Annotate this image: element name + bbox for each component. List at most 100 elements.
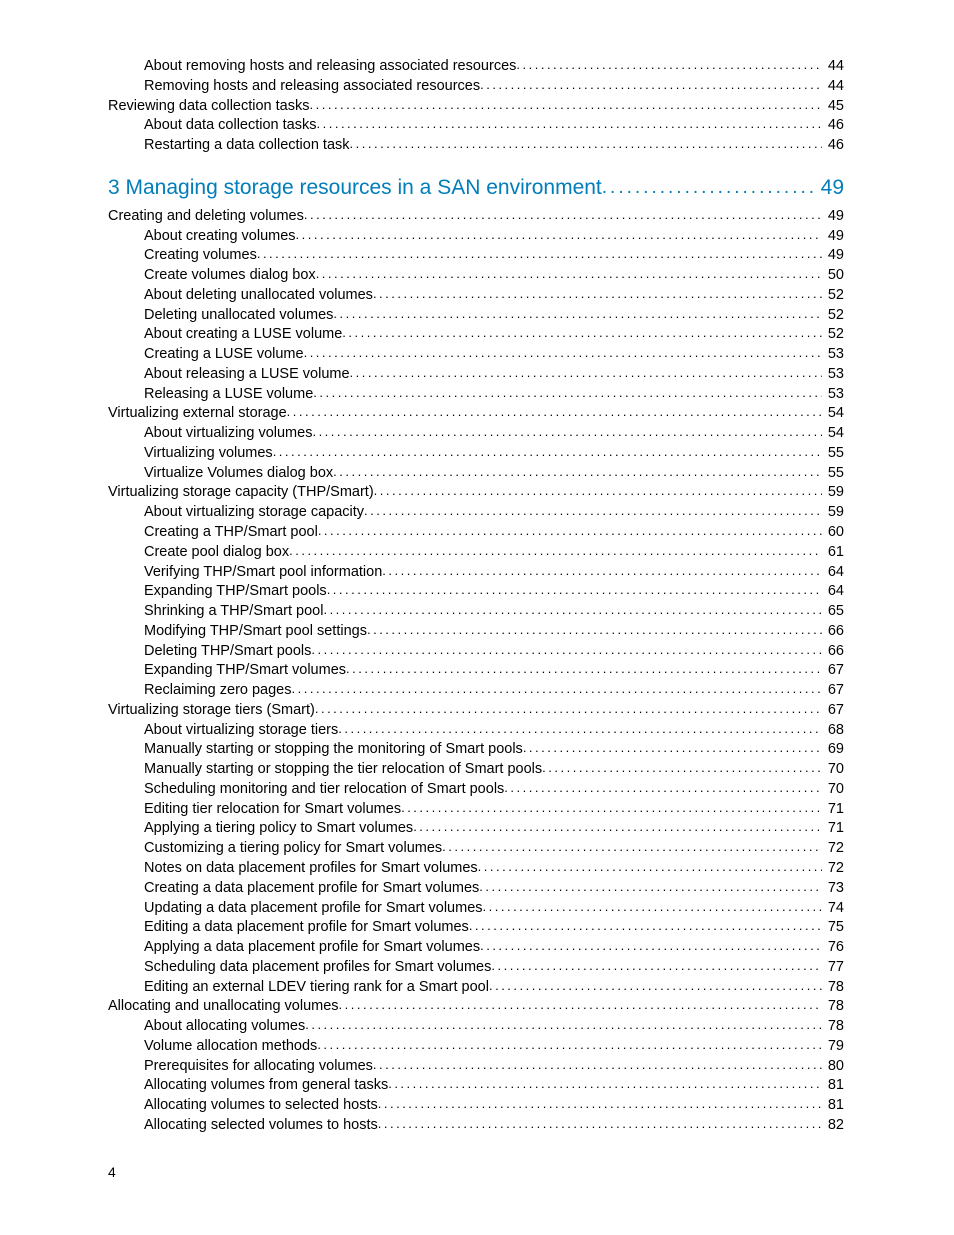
toc-entry[interactable]: Creating a LUSE volume 53	[108, 346, 844, 363]
toc-chapter-heading[interactable]: 3 Managing storage resources in a SAN en…	[108, 176, 844, 200]
toc-leader	[367, 623, 822, 638]
toc-entry[interactable]: Reclaiming zero pages 67	[108, 682, 844, 699]
toc-entry-page: 73	[822, 880, 844, 897]
toc-entry[interactable]: Verifying THP/Smart pool information 64	[108, 564, 844, 581]
toc-entry[interactable]: Applying a tiering policy to Smart volum…	[108, 820, 844, 837]
toc-container: About removing hosts and releasing assoc…	[108, 58, 844, 1134]
toc-entry-label: Deleting unallocated volumes	[144, 307, 333, 324]
toc-leader	[516, 58, 821, 73]
toc-entry[interactable]: About creating a LUSE volume 52	[108, 326, 844, 343]
toc-entry-label: Allocating volumes to selected hosts	[144, 1097, 378, 1114]
toc-entry[interactable]: Create pool dialog box 61	[108, 544, 844, 561]
toc-entry[interactable]: Updating a data placement profile for Sm…	[108, 900, 844, 917]
toc-entry[interactable]: About virtualizing volumes 54	[108, 425, 844, 442]
toc-entry-page: 71	[822, 820, 844, 837]
toc-entry[interactable]: Editing an external LDEV tiering rank fo…	[108, 979, 844, 996]
toc-entry[interactable]: Virtualizing storage capacity (THP/Smart…	[108, 484, 844, 501]
toc-entry[interactable]: Shrinking a THP/Smart pool 65	[108, 603, 844, 620]
toc-entry[interactable]: Customizing a tiering policy for Smart v…	[108, 840, 844, 857]
toc-entry-label: Reviewing data collection tasks	[108, 98, 310, 115]
toc-entry-label: About allocating volumes	[144, 1018, 305, 1035]
toc-entry[interactable]: Creating volumes 49	[108, 247, 844, 264]
toc-leader	[373, 287, 822, 302]
toc-entry-page: 61	[822, 544, 844, 561]
toc-entry-page: 79	[822, 1038, 844, 1055]
toc-leader	[602, 177, 813, 199]
toc-entry[interactable]: Deleting unallocated volumes 52	[108, 307, 844, 324]
toc-entry-label: Applying a tiering policy to Smart volum…	[144, 820, 413, 837]
toc-entry[interactable]: Applying a data placement profile for Sm…	[108, 939, 844, 956]
toc-entry-label: Allocating selected volumes to hosts	[144, 1117, 378, 1134]
toc-entry-page: 72	[822, 840, 844, 857]
toc-entry[interactable]: Releasing a LUSE volume 53	[108, 386, 844, 403]
toc-entry[interactable]: Volume allocation methods 79	[108, 1038, 844, 1055]
toc-leader	[305, 1018, 822, 1033]
toc-entry-label: Restarting a data collection task	[144, 137, 350, 154]
toc-entry-label: About virtualizing volumes	[144, 425, 312, 442]
toc-entry[interactable]: Modifying THP/Smart pool settings 66	[108, 623, 844, 640]
toc-entry-label: About deleting unallocated volumes	[144, 287, 373, 304]
toc-entry[interactable]: About creating volumes 49	[108, 228, 844, 245]
toc-entry-label: Reclaiming zero pages	[144, 682, 292, 699]
toc-entry[interactable]: About allocating volumes 78	[108, 1018, 844, 1035]
toc-leader	[296, 228, 822, 243]
toc-entry-label: Create volumes dialog box	[144, 267, 316, 284]
toc-entry-label: Verifying THP/Smart pool information	[144, 564, 382, 581]
toc-entry-label: Deleting THP/Smart pools	[144, 643, 311, 660]
toc-entry-label: Prerequisites for allocating volumes	[144, 1058, 373, 1075]
toc-entry[interactable]: Scheduling monitoring and tier relocatio…	[108, 781, 844, 798]
toc-leader	[312, 425, 821, 440]
toc-entry[interactable]: Creating and deleting volumes 49	[108, 208, 844, 225]
toc-leader	[315, 702, 822, 717]
toc-entry-label: About creating volumes	[144, 228, 296, 245]
toc-entry[interactable]: Virtualizing external storage 54	[108, 405, 844, 422]
toc-entry[interactable]: Removing hosts and releasing associated …	[108, 78, 844, 95]
toc-entry-page: 67	[822, 682, 844, 699]
toc-leader	[273, 445, 822, 460]
toc-entry[interactable]: Scheduling data placement profiles for S…	[108, 959, 844, 976]
toc-entry-page: 64	[822, 564, 844, 581]
toc-entry[interactable]: Restarting a data collection task 46	[108, 137, 844, 154]
toc-entry[interactable]: Prerequisites for allocating volumes 80	[108, 1058, 844, 1075]
toc-entry[interactable]: Creating a THP/Smart pool 60	[108, 524, 844, 541]
toc-entry[interactable]: Allocating volumes to selected hosts 81	[108, 1097, 844, 1114]
toc-entry[interactable]: Manually starting or stopping the monito…	[108, 741, 844, 758]
toc-entry[interactable]: Virtualizing storage tiers (Smart) 67	[108, 702, 844, 719]
toc-entry-label: Virtualizing volumes	[144, 445, 273, 462]
toc-entry[interactable]: Create volumes dialog box 50	[108, 267, 844, 284]
toc-entry[interactable]: About data collection tasks 46	[108, 117, 844, 134]
toc-entry-page: 80	[822, 1058, 844, 1075]
toc-leader	[310, 98, 822, 113]
toc-entry-label: Updating a data placement profile for Sm…	[144, 900, 483, 917]
toc-leader	[382, 564, 822, 579]
toc-entry[interactable]: Editing a data placement profile for Sma…	[108, 919, 844, 936]
toc-leader	[378, 1097, 822, 1112]
toc-entry[interactable]: Editing tier relocation for Smart volume…	[108, 801, 844, 818]
toc-entry[interactable]: About deleting unallocated volumes 52	[108, 287, 844, 304]
toc-entry[interactable]: About releasing a LUSE volume 53	[108, 366, 844, 383]
toc-entry-label: Modifying THP/Smart pool settings	[144, 623, 367, 640]
toc-entry[interactable]: Allocating and unallocating volumes 78	[108, 998, 844, 1015]
toc-entry[interactable]: Manually starting or stopping the tier r…	[108, 761, 844, 778]
toc-leader	[287, 405, 822, 420]
toc-entry[interactable]: Allocating selected volumes to hosts 82	[108, 1117, 844, 1134]
toc-entry-page: 67	[822, 662, 844, 679]
toc-entry[interactable]: Expanding THP/Smart volumes 67	[108, 662, 844, 679]
toc-leader	[304, 346, 822, 361]
toc-entry[interactable]: Creating a data placement profile for Sm…	[108, 880, 844, 897]
toc-entry[interactable]: About virtualizing storage tiers 68	[108, 722, 844, 739]
toc-entry-page: 45	[822, 98, 844, 115]
toc-entry[interactable]: About virtualizing storage capacity 59	[108, 504, 844, 521]
toc-entry[interactable]: Reviewing data collection tasks 45	[108, 98, 844, 115]
toc-entry[interactable]: Virtualize Volumes dialog box 55	[108, 465, 844, 482]
toc-entry[interactable]: Virtualizing volumes 55	[108, 445, 844, 462]
toc-entry-page: 49	[813, 176, 844, 200]
toc-entry[interactable]: Notes on data placement profiles for Sma…	[108, 860, 844, 877]
toc-entry[interactable]: About removing hosts and releasing assoc…	[108, 58, 844, 75]
toc-entry-page: 74	[822, 900, 844, 917]
toc-entry[interactable]: Expanding THP/Smart pools 64	[108, 583, 844, 600]
toc-entry-page: 50	[822, 267, 844, 284]
toc-leader	[491, 959, 821, 974]
toc-entry[interactable]: Deleting THP/Smart pools 66	[108, 643, 844, 660]
toc-entry[interactable]: Allocating volumes from general tasks 81	[108, 1077, 844, 1094]
